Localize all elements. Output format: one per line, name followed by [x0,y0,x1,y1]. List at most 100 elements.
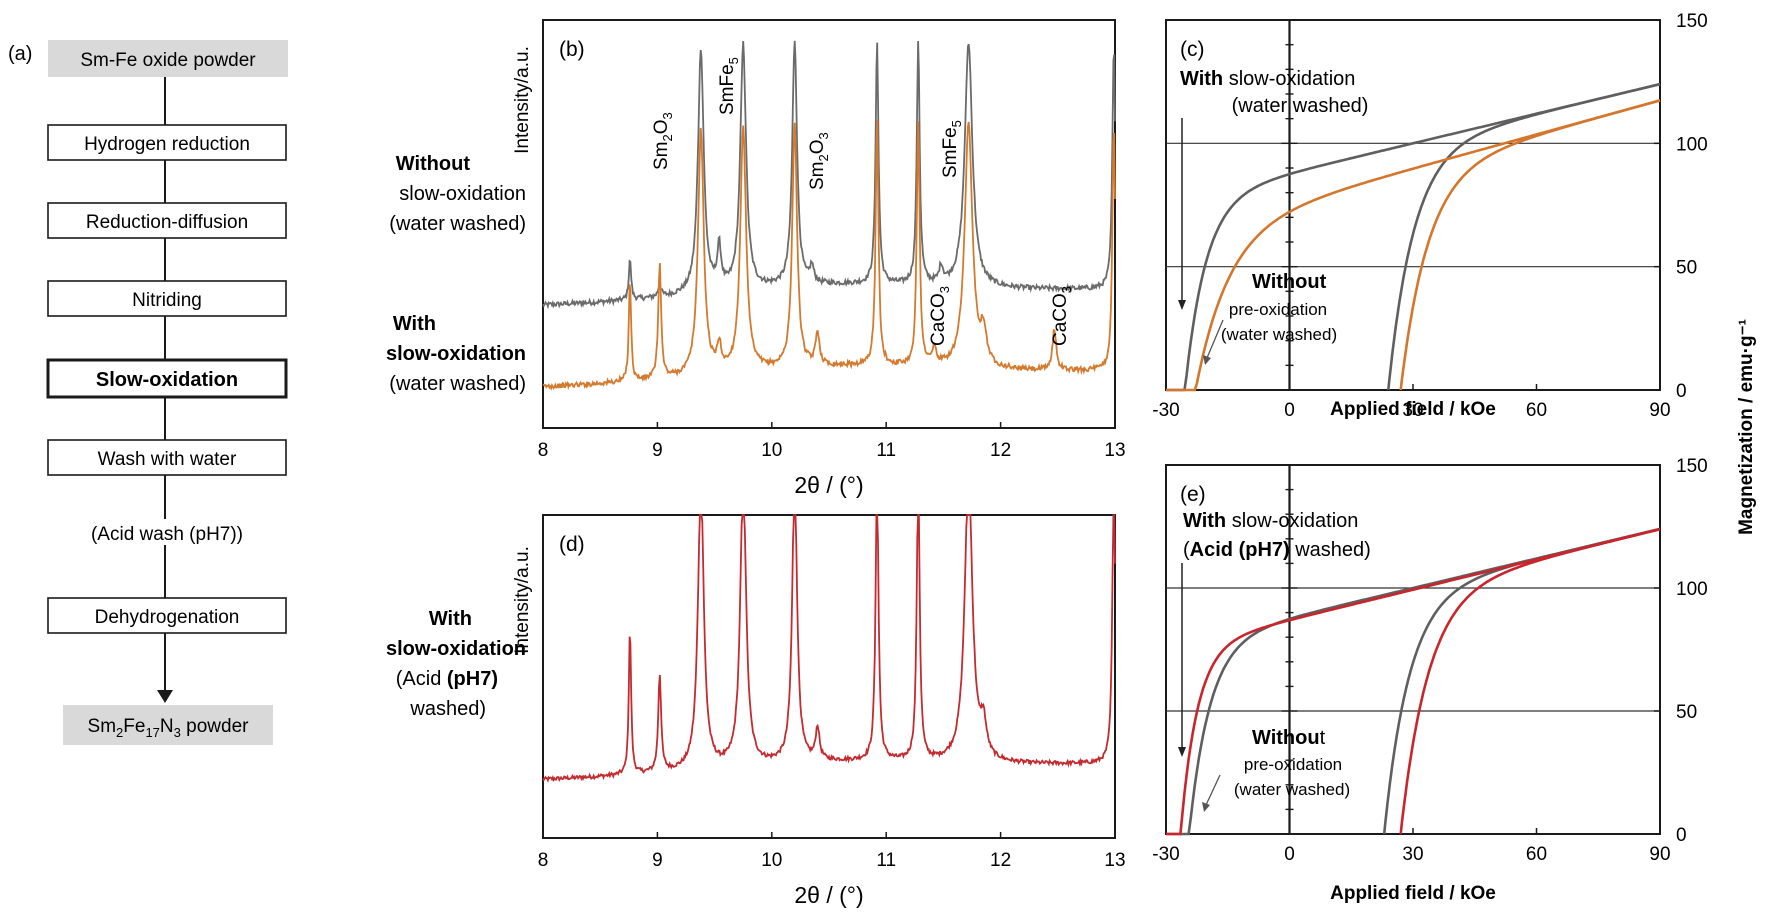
x-tick-label: 13 [1104,850,1125,871]
y-tick-label: 150 [1676,456,1708,477]
series-label: washed) [409,698,486,720]
y-tick-label: 50 [1676,702,1697,723]
x-axis-label: Applied field / kOe [1330,883,1496,904]
flow-step-text: Wash with water [98,449,237,470]
x-axis-label: 2θ / (°) [794,472,863,498]
xrd-series-line [542,119,1116,391]
x-tick-label: -30 [1152,844,1179,865]
y-tick-label: 100 [1676,579,1708,600]
grid: -30 0 30 60 90 0 50 100 150 [1152,11,1707,421]
flow-step-text: Dehydrogenation [95,607,240,628]
grid: -30 0 30 60 90 0 50 100 150 [1152,456,1707,865]
x-tick-label: 90 [1649,400,1670,421]
annotation: pre-oxidation [1244,755,1342,774]
y-axis-label: Magnetization / emu·g⁻¹ [1736,319,1757,535]
panel-label: (e) [1180,483,1206,506]
flow-step-box [47,202,287,239]
annotation-arrow [1206,319,1224,359]
annotation: pre-oxidation [1229,300,1327,319]
flow-step-text: Reduction-diffusion [86,212,248,233]
series-label: With [393,313,436,335]
series-label: slow-oxidation [399,183,526,205]
x-tick-label: 12 [990,850,1011,871]
flow-end-box [63,705,273,745]
x-tick-label: -30 [1152,400,1179,421]
annotation-arrowhead [1203,355,1211,365]
x-axis-label: Applied field / kOe [1330,399,1496,420]
x-tick-label: 60 [1526,400,1547,421]
x-tick-label: 30 [1402,400,1423,421]
annotation: (water washed) [1234,780,1350,799]
peak-annotation: SmFe5 [940,120,964,178]
annotation-arrowhead [1178,300,1186,310]
flow-optional-text: (Acid wash (pH7)) [91,524,243,545]
x-tick-label: 10 [761,850,782,871]
xrd-series-line [542,40,1116,310]
y-tick-label: 150 [1676,11,1708,32]
annotation: (water washed) [1221,325,1337,344]
panel-label: (b) [559,38,585,61]
x-tick-label: 10 [761,440,782,461]
flow-start-box [48,40,288,77]
peak-annotation: Sm2O3 [651,112,675,170]
series-label: (water washed) [389,373,526,395]
y-tick-label: 100 [1676,134,1708,155]
flow-step-text-bold: Slow-oxidation [96,369,238,391]
mag-chart-e: -30 0 30 60 90 0 50 100 150 (e) With slow-oxidat… [1152,456,1707,904]
x-ticks: 8 9 10 11 12 13 [538,832,1126,871]
annotation: (Acid (pH7) washed) [1183,539,1371,561]
x-tick-label: 30 [1402,844,1423,865]
flow-step-box [47,439,287,476]
y-tick-label: 0 [1676,381,1687,402]
peak-annotation: Sm2O3 [807,132,831,190]
curves [1166,527,1661,836]
panel-a-label: (a) [8,43,32,65]
flow-step-text: Hydrogen reduction [84,134,250,155]
peak-annotation: SmFe5 [717,57,741,115]
y-axis-label: Intensity/a.u. [512,46,533,154]
x-tick-label: 11 [876,850,896,871]
annotation: With slow-oxidation [1183,510,1358,532]
mag-rising-branch [1399,99,1661,391]
series-label: slow-oxidation [386,638,526,660]
series-label: (Acid (pH7) [396,668,498,690]
flow-step-text: Nitriding [132,290,202,311]
curves [1166,82,1661,392]
peak-annotation: CaCO3 [928,286,952,346]
series-label: (water washed) [389,213,526,235]
annotation-arrow [1205,774,1221,806]
x-axis-label: 2θ / (°) [794,882,863,908]
y-tick-label: 50 [1676,258,1697,279]
x-tick-label: 0 [1284,400,1295,421]
x-tick-label: 60 [1526,844,1547,865]
y-axis-label: Intensity/a.u. [512,546,533,654]
flow-end-text: Sm2Fe17N3 powder [88,716,250,740]
flow-start-text: Sm-Fe oxide powder [80,50,256,71]
xrd-series-line [542,514,1116,783]
flowchart: (a) Sm-Fe oxide powder Hydrogen reductio… [8,40,288,745]
series-label: Without [396,153,471,175]
annotation: Without [1252,271,1327,293]
x-tick-label: 9 [652,440,663,461]
flow-step-box [47,597,287,634]
flow-optional-bg [86,519,246,545]
annotation: Without [1252,727,1326,749]
x-tick-label: 13 [1104,440,1125,461]
x-tick-label: 9 [652,850,663,871]
series-label: slow-oxidation [386,343,526,365]
series-label: With [429,608,472,630]
x-tick-label: 0 [1284,844,1295,865]
x-tick-label: 12 [990,440,1011,461]
mag-rising-branch [1399,527,1661,835]
flow-arrowhead [157,690,173,703]
curves [542,514,1116,783]
flow-step-box [47,124,287,161]
x-tick-label: 90 [1649,844,1670,865]
xrd-chart-b: (b) Intensity/a.u. 8 9 10 11 12 13 2θ / (°) S… [386,19,1126,498]
plot-frame [542,514,1116,839]
x-tick-label: 8 [538,850,549,871]
flow-step-box [47,280,287,317]
x-tick-label: 11 [876,440,896,461]
panel-label: (d) [559,533,585,556]
